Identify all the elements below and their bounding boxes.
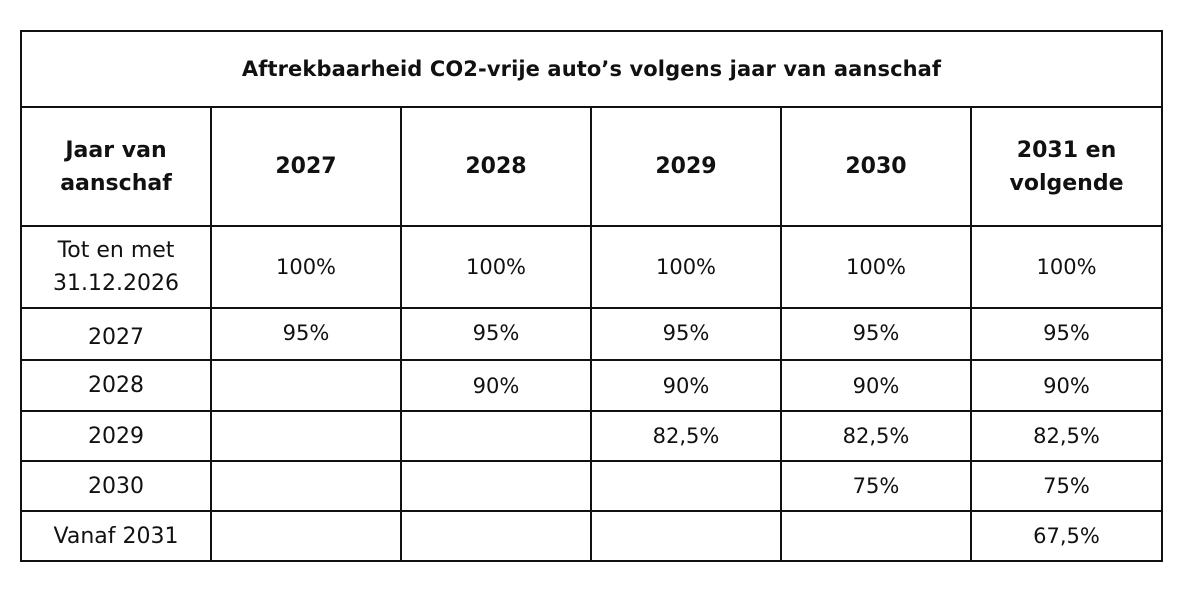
table-cell: [400, 460, 592, 512]
table-row: 2028 90% 90% 90% 90%: [20, 359, 1164, 412]
table-cell: 90%: [780, 359, 972, 412]
table-row: 2030 75% 75%: [20, 460, 1164, 512]
deductibility-table: Aftrekbaarheid CO2-vrije auto’s volgens …: [19, 30, 1164, 562]
deductibility-table-container: Aftrekbaarheid CO2-vrije auto’s volgens …: [19, 30, 1164, 562]
table-cell: [210, 359, 402, 412]
table-row: 2027 95% 95% 95% 95% 95%: [20, 307, 1164, 361]
row-label: 2027: [20, 307, 212, 361]
table-cell: 75%: [780, 460, 972, 512]
table-cell: [400, 410, 592, 462]
row-label: Tot en met 31.12.2026: [20, 225, 212, 309]
table-row: Vanaf 2031 67,5%: [20, 510, 1164, 562]
table-cell: 95%: [590, 307, 782, 361]
table-header-row: Jaar van aanschaf 2027 2028 2029 2030 20…: [20, 106, 1164, 227]
table-cell: 90%: [969, 359, 1164, 412]
table-cell: [210, 410, 402, 462]
table-cell: 90%: [400, 359, 592, 412]
table-row: 2029 82,5% 82,5% 82,5%: [20, 410, 1164, 462]
table-cell: 95%: [400, 307, 592, 361]
table-cell: [590, 510, 782, 562]
table-cell: [210, 510, 402, 562]
header-2030: 2030: [780, 106, 972, 227]
row-label: Vanaf 2031: [20, 510, 212, 562]
row-label: 2028: [20, 359, 212, 412]
table-cell: [590, 460, 782, 512]
table-title-row: Aftrekbaarheid CO2-vrije auto’s volgens …: [19, 30, 1164, 108]
table-cell: [780, 510, 972, 562]
table-cell: 67,5%: [969, 510, 1164, 562]
table-cell: 82,5%: [590, 410, 782, 462]
table-cell: 95%: [210, 307, 402, 361]
table-title: Aftrekbaarheid CO2-vrije auto’s volgens …: [19, 30, 1164, 108]
table-cell: [210, 460, 402, 512]
header-2031-and-later: 2031 en volgende: [969, 106, 1164, 227]
table-cell: 100%: [400, 225, 592, 309]
row-label: 2030: [20, 460, 212, 512]
table-cell: 95%: [780, 307, 972, 361]
table-cell: 100%: [210, 225, 402, 309]
table-cell: 90%: [590, 359, 782, 412]
table-cell: 95%: [969, 307, 1164, 361]
table-cell: 82,5%: [969, 410, 1164, 462]
header-purchase-year: Jaar van aanschaf: [20, 106, 212, 227]
table-cell: 100%: [780, 225, 972, 309]
header-2027: 2027: [210, 106, 402, 227]
table-row: Tot en met 31.12.2026 100% 100% 100% 100…: [20, 225, 1164, 309]
table-cell: [400, 510, 592, 562]
table-cell: 100%: [590, 225, 782, 309]
row-label: 2029: [20, 410, 212, 462]
table-cell: 100%: [969, 225, 1164, 309]
table-cell: 82,5%: [780, 410, 972, 462]
header-2028: 2028: [400, 106, 592, 227]
header-2029: 2029: [590, 106, 782, 227]
table-cell: 75%: [969, 460, 1164, 512]
